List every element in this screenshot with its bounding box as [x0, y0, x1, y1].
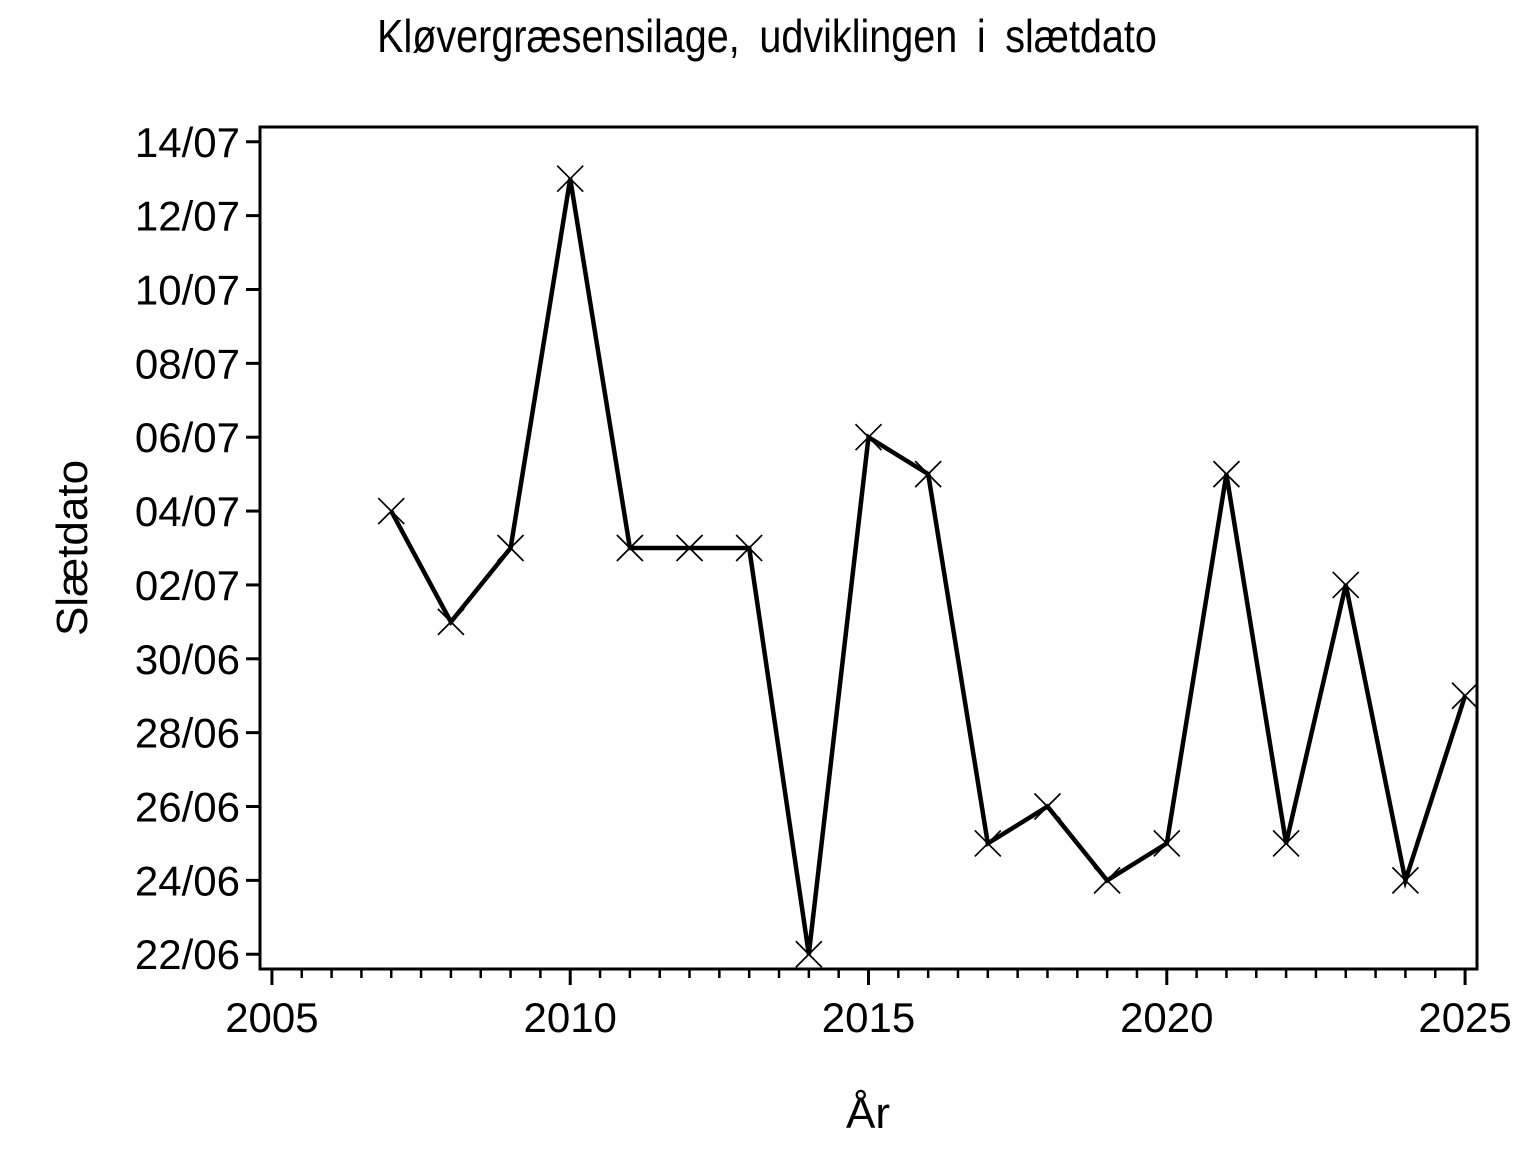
data-point-marker: [974, 829, 1002, 858]
y-axis-tick-label: 10/07: [135, 266, 240, 313]
x-axis-tick-label: 2005: [225, 994, 318, 1041]
y-axis-tick-label: 04/07: [135, 488, 240, 535]
x-axis-tick-label: 2010: [523, 994, 616, 1041]
data-point-marker: [1153, 829, 1181, 858]
y-axis-tick-label: 12/07: [135, 193, 240, 240]
plot-area: 14/07 12/07 10/07 08/07 06/07 04/07 02/07 30/06…: [135, 119, 1512, 1041]
data-point-marker: [556, 165, 584, 193]
data-point-marker: [675, 534, 704, 562]
data-point-marker: [854, 423, 883, 451]
y-axis-label: Slætdato: [48, 460, 97, 636]
data-point-marker: [795, 940, 823, 968]
y-axis-tick-label: 08/07: [135, 340, 240, 387]
data-point-marker: [496, 534, 525, 562]
y-axis-tick-label: 06/07: [135, 414, 240, 461]
plot-frame: [258, 125, 1479, 971]
y-axis-tick-label: 14/07: [135, 119, 240, 166]
x-axis-label: År: [846, 1089, 890, 1138]
data-point-marker: [735, 534, 763, 562]
data-point-marker: [1272, 829, 1300, 858]
data-point-marker: [377, 497, 405, 525]
data-point-marker: [1093, 866, 1121, 894]
data-point-marker: [1332, 571, 1360, 599]
data-line: [389, 178, 1468, 955]
data-point-marker: [1033, 792, 1062, 821]
x-axis-tick-label: 2025: [1418, 994, 1511, 1041]
data-point-marker: [1212, 460, 1241, 488]
y-axis-tick-label: 28/06: [135, 710, 240, 757]
data-point-marker: [616, 534, 644, 562]
y-axis-tick-label: 24/06: [135, 857, 240, 904]
y-axis-tick-label: 26/06: [135, 784, 240, 831]
y-axis-tick-label: 02/07: [135, 562, 240, 609]
data-point-marker: [1391, 866, 1420, 894]
chart-title: Kløvergræsensilage, udviklingen i slætda…: [377, 11, 1157, 62]
x-axis-tick-label: 2015: [822, 994, 915, 1041]
x-axis-tick-label: 2020: [1120, 994, 1213, 1041]
y-axis-tick-label: 22/06: [135, 931, 240, 978]
data-point-marker: [914, 460, 942, 488]
data-point-marker: [437, 608, 465, 636]
data-point-marker: [1451, 682, 1479, 710]
y-axis-tick-label: 30/06: [135, 636, 240, 683]
